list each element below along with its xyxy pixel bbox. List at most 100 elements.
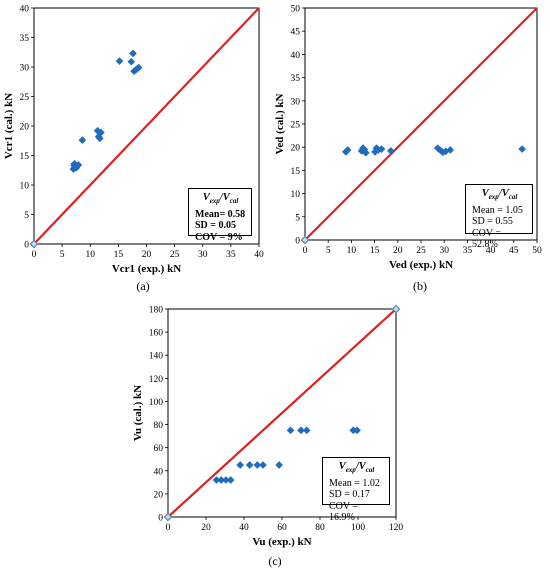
panel-label-c: (c): [268, 554, 282, 568]
data-point-c: [245, 461, 254, 469]
y-tick-label-b: 15: [291, 167, 301, 177]
stats-mean-c: Mean = 1.02: [329, 477, 380, 489]
stats-box-a: Vexp/Vcal Mean= 0.58 SD = 0.05 COV = 9%: [188, 188, 252, 243]
y-tick-label-b: 5: [295, 213, 300, 223]
y-tick-label-a: 40: [20, 5, 30, 15]
data-point-c: [163, 512, 173, 522]
x-tick-label-b: 25: [416, 246, 426, 256]
data-point-b: [377, 145, 386, 153]
panel-label-a: (a): [136, 279, 150, 293]
y-tick-label-b: 25: [291, 121, 301, 131]
y-tick-label-b: 20: [291, 144, 301, 154]
x-axis-label-a: Vcr1 (exp.) kN: [112, 263, 181, 275]
y-tick-label-b: 30: [291, 97, 301, 107]
y-tick-label-a: 10: [20, 182, 30, 192]
x-tick-label-b: 45: [509, 246, 519, 256]
y-axis-label-a: Vcr1 (cal.) kN: [3, 93, 15, 159]
data-point-b: [361, 148, 370, 157]
x-axis-label-b: Ved (exp.) kN: [389, 259, 453, 271]
data-point-a: [127, 57, 136, 66]
data-point-a: [134, 63, 143, 72]
y-axis-label-c: Vu (cal.) kN: [132, 385, 144, 441]
x-tick-label-a: 25: [170, 250, 180, 260]
data-point-a: [74, 161, 83, 169]
data-point-c: [302, 426, 311, 435]
x-tick-label-a: 40: [254, 250, 264, 260]
data-point-c: [253, 461, 262, 469]
x-tick-label-b: 15: [370, 246, 380, 256]
data-point-b: [446, 146, 455, 154]
y-tick-label-c: 60: [154, 444, 164, 454]
y-tick-label-b: 50: [291, 5, 301, 15]
data-point-c: [259, 461, 267, 469]
x-tick-label-b: 30: [439, 246, 449, 256]
data-point-a: [97, 128, 105, 137]
y-tick-label-b: 10: [291, 190, 301, 200]
x-tick-label-a: 10: [86, 250, 96, 260]
data-point-a: [95, 134, 104, 143]
y-tick-label-c: 140: [149, 352, 164, 362]
y-tick-label-c: 180: [149, 306, 164, 316]
reference-line-b: [304, 7, 538, 241]
stats-box-b: Vexp/Vcal Mean = 1.05 SD = 0.55 COV = 52…: [465, 184, 533, 250]
data-point-b: [300, 235, 310, 245]
y-tick-label-b: 40: [291, 51, 301, 61]
stats-sd-a: SD = 0.05: [195, 220, 236, 232]
stats-title-a: Vexp/Vcal: [202, 192, 239, 206]
y-tick-label-a: 15: [20, 152, 30, 162]
x-tick-label-c: 40: [239, 523, 249, 533]
y-tick-label-c: 80: [154, 421, 164, 431]
data-point-c: [353, 426, 361, 435]
data-point-c: [236, 461, 245, 469]
y-tick-label-a: 20: [20, 123, 30, 133]
x-tick-label-b: 5: [326, 246, 331, 256]
x-tick-label-b: 20: [393, 246, 403, 256]
data-point-a: [78, 136, 87, 145]
data-point-c: [226, 476, 235, 484]
x-tick-label-a: 20: [142, 250, 152, 260]
panel-label-b: (b): [413, 279, 427, 293]
x-tick-label-c: 60: [277, 523, 287, 533]
stats-cov-c: COV = 16.9%: [329, 500, 359, 524]
y-tick-label-b: 45: [291, 28, 301, 38]
data-point-c: [297, 426, 305, 435]
stats-sd-b: SD = 0.55: [472, 216, 513, 228]
x-tick-label-a: 30: [198, 250, 208, 260]
x-tick-label-a: 15: [114, 250, 124, 260]
x-tick-label-c: 20: [201, 523, 211, 533]
data-point-c: [275, 461, 284, 469]
stats-cov-a: COV = 9%: [195, 231, 243, 243]
stats-cov-b: COV = 52.8%: [472, 227, 502, 251]
y-tick-label-c: 20: [154, 490, 164, 500]
data-point-a: [29, 239, 39, 249]
y-tick-label-a: 35: [20, 34, 30, 44]
data-point-b: [386, 147, 395, 155]
y-tick-label-b: 35: [291, 74, 301, 84]
data-point-a: [129, 49, 137, 58]
data-point-b: [343, 146, 352, 154]
stats-mean-b: Mean = 1.05: [472, 204, 523, 216]
y-tick-label-b: 0: [295, 237, 300, 247]
x-tick-label-b: 35: [463, 246, 473, 256]
x-tick-label-c: 120: [389, 523, 404, 533]
stats-title-c: Vexp/Vcal: [338, 461, 375, 475]
y-tick-label-c: 100: [149, 398, 164, 408]
reference-line-a: [33, 7, 260, 245]
y-tick-label-c: 40: [154, 467, 164, 477]
data-point-c: [391, 304, 401, 314]
y-tick-label-a: 0: [24, 241, 29, 251]
x-tick-label-a: 35: [226, 250, 236, 260]
stats-sd-c: SD = 0.17: [329, 489, 370, 501]
y-axis-label-b: Ved (cal.) kN: [274, 93, 286, 154]
x-tick-label-c: 80: [315, 523, 325, 533]
x-tick-label-b: 10: [347, 246, 357, 256]
x-tick-label-b: 50: [532, 246, 542, 256]
x-tick-label-a: 0: [32, 250, 37, 260]
x-tick-label-a: 5: [60, 250, 65, 260]
reference-line-c: [167, 308, 397, 518]
y-tick-label-a: 30: [20, 64, 30, 74]
x-axis-label-c: Vu (exp.) kN: [252, 536, 311, 548]
x-tick-label-c: 100: [351, 523, 366, 533]
